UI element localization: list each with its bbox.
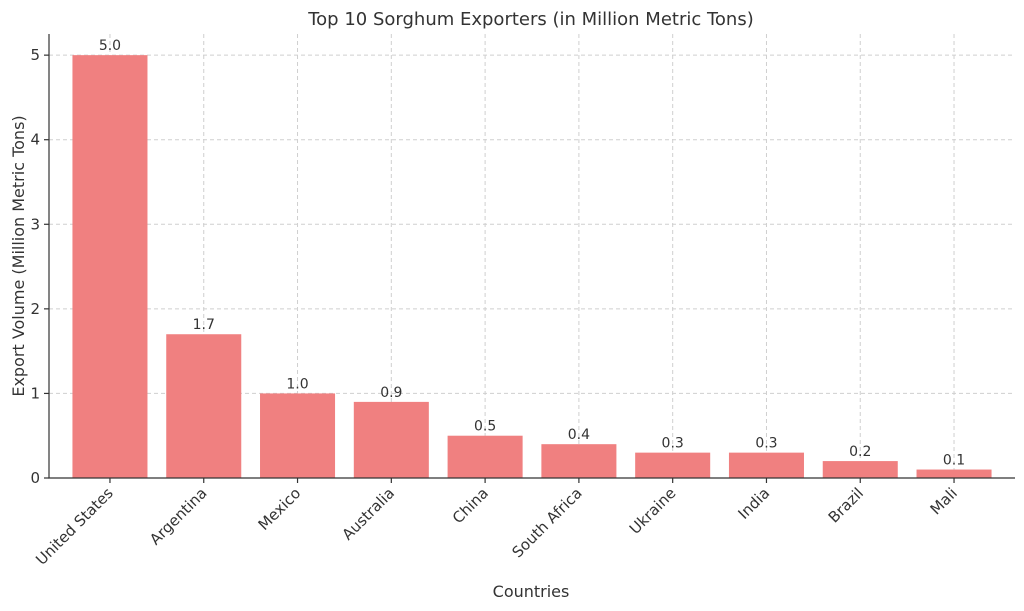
axes: 0 1 2 3 4 5 United States Argentina Mexico Austra… — [30, 34, 1015, 569]
y-tick-label: 0 — [30, 469, 40, 487]
y-tick-label: 1 — [30, 384, 40, 402]
bars: 5.0 1.7 1.0 0.9 0.5 0.4 0.3 0.3 0.2 0.1 — [72, 38, 992, 479]
y-tick-label: 2 — [30, 300, 40, 318]
x-tick-label: Australia — [338, 484, 398, 544]
bar-australia — [353, 401, 429, 478]
data-label: 5.0 — [99, 38, 121, 54]
data-label: 0.3 — [755, 436, 777, 452]
x-axis-label: Countries — [493, 582, 570, 601]
y-tick-label: 5 — [30, 46, 40, 64]
x-tick-label: China — [449, 484, 492, 527]
data-label: 1.0 — [286, 376, 308, 392]
bar-south-africa — [541, 444, 617, 478]
bar-brazil — [822, 461, 898, 478]
x-tick-label: Ukraine — [626, 484, 680, 538]
bar-mexico — [260, 393, 336, 478]
x-tick-label: Mali — [927, 484, 961, 518]
data-label: 0.1 — [943, 453, 965, 469]
x-tick-label: United States — [32, 484, 117, 569]
axis-spine — [48, 34, 1015, 479]
x-tick-label: Argentina — [146, 484, 210, 548]
chart-title: Top 10 Sorghum Exporters (in Million Met… — [307, 9, 754, 30]
bar-united-states — [72, 55, 148, 479]
bar-ukraine — [635, 452, 711, 478]
bar-argentina — [166, 334, 242, 478]
x-tick-label: Brazil — [825, 484, 867, 526]
bar-mali — [916, 469, 992, 478]
y-tick-label: 4 — [30, 131, 40, 149]
x-tick-label: Mexico — [255, 484, 305, 534]
data-label: 0.5 — [474, 419, 496, 435]
data-label: 0.2 — [849, 444, 871, 460]
data-label: 0.9 — [380, 385, 402, 401]
bar-china — [447, 435, 523, 478]
data-label: 1.7 — [193, 317, 215, 333]
bar-india — [728, 452, 804, 478]
x-tick-label: India — [735, 484, 774, 523]
data-label: 0.3 — [662, 436, 684, 452]
data-label: 0.4 — [568, 427, 590, 443]
x-tick-label: South Africa — [509, 484, 586, 561]
y-axis-label: Export Volume (Million Metric Tons) — [9, 115, 28, 396]
y-tick-label: 3 — [30, 215, 40, 233]
